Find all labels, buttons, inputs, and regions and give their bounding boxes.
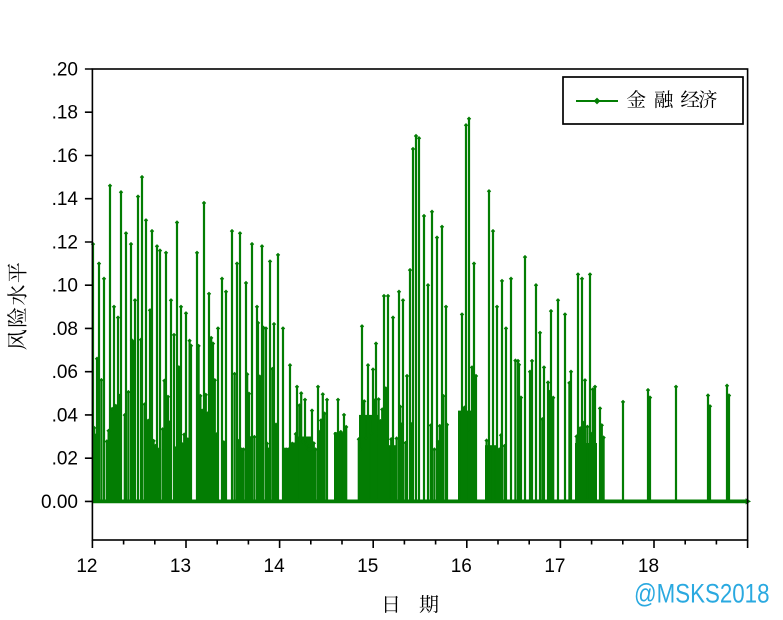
svg-text:.02: .02 [52, 449, 78, 470]
svg-text:17: 17 [544, 556, 565, 577]
svg-text:@MSKS2018: @MSKS2018 [634, 579, 770, 609]
svg-text:12: 12 [76, 556, 97, 577]
svg-text:.08: .08 [52, 319, 78, 340]
svg-text:.18: .18 [52, 103, 78, 124]
svg-text:.12: .12 [52, 233, 78, 254]
svg-text:.04: .04 [52, 405, 79, 426]
svg-text:.14: .14 [52, 189, 79, 210]
svg-text:.16: .16 [52, 146, 78, 167]
svg-text:.06: .06 [52, 362, 78, 383]
svg-text:13: 13 [170, 556, 191, 577]
svg-text:15: 15 [357, 556, 378, 577]
svg-text:16: 16 [451, 556, 472, 577]
svg-text:18: 18 [638, 556, 659, 577]
svg-text:.10: .10 [52, 276, 78, 297]
svg-text:14: 14 [264, 556, 286, 577]
svg-text:.20: .20 [52, 60, 78, 81]
svg-text:0.00: 0.00 [41, 492, 78, 513]
